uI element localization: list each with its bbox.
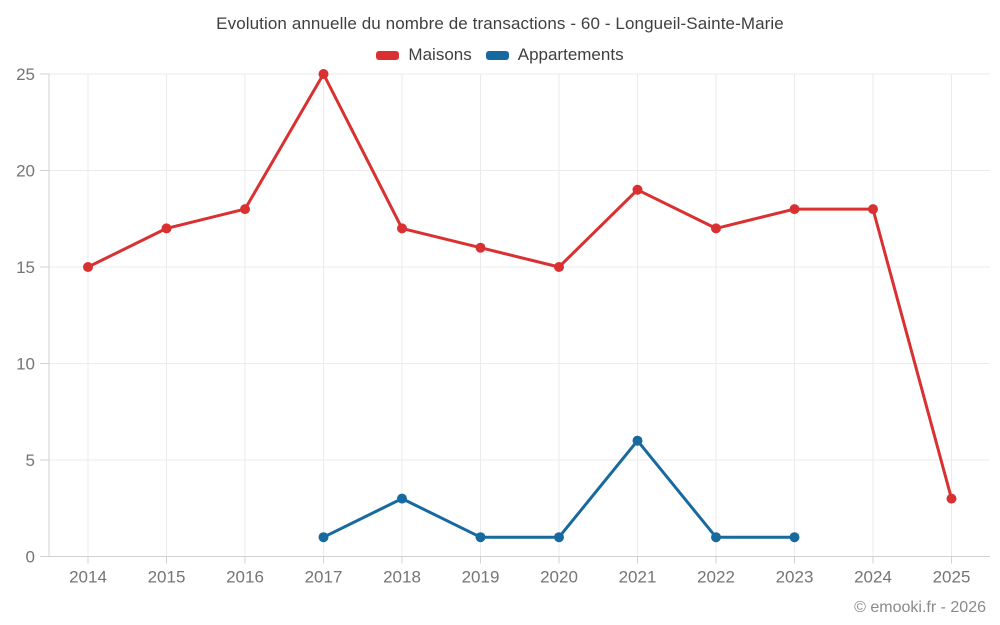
legend-item-appartements[interactable]: Appartements [485, 45, 624, 65]
data-point-appartements-2020 [554, 532, 564, 543]
data-point-maisons-2020 [554, 262, 564, 272]
y-tick-label: 10 [16, 355, 35, 374]
x-tick-label: 2023 [776, 568, 814, 587]
legend-label-maisons: Maisons [408, 45, 472, 64]
x-tick-label: 2024 [854, 568, 892, 587]
series-line-maisons [86, 72, 953, 501]
x-tick-label: 2020 [540, 568, 578, 587]
data-point-maisons-2017 [318, 69, 329, 79]
data-point-maisons-2016 [240, 204, 250, 215]
x-tick-label: 2016 [226, 568, 264, 587]
y-tick-label: 0 [26, 548, 35, 567]
x-tick-label: 2025 [933, 568, 971, 587]
chart-footer-credit: © emooki.fr - 2026 [854, 599, 986, 616]
data-point-appartements-2017 [318, 532, 329, 543]
y-tick-label: 5 [26, 451, 35, 470]
data-point-maisons-2019 [475, 242, 486, 253]
data-point-appartements-2023 [789, 532, 800, 543]
legend-item-maisons[interactable]: Maisons [376, 45, 472, 65]
chart-legend: Maisons Appartements [0, 45, 1000, 65]
data-point-maisons-2024 [868, 204, 878, 215]
x-tick-label: 2021 [619, 568, 657, 587]
x-tick-label: 2015 [148, 568, 186, 587]
data-point-maisons-2021 [632, 184, 643, 195]
data-point-maisons-2025 [946, 493, 957, 504]
data-point-appartements-2022 [711, 532, 721, 543]
data-point-appartements-2019 [475, 532, 486, 543]
data-point-appartements-2021 [632, 435, 643, 446]
legend-label-appartements: Appartements [517, 45, 624, 64]
x-tick-label: 2017 [305, 568, 343, 587]
y-tick-label: 25 [16, 65, 35, 84]
data-point-maisons-2022 [711, 223, 721, 234]
data-point-maisons-2018 [397, 223, 407, 234]
appartements-swatch-icon [485, 50, 509, 60]
x-tick-label: 2022 [697, 568, 735, 587]
data-point-maisons-2023 [789, 204, 800, 215]
maisons-swatch-icon [376, 50, 400, 60]
data-point-maisons-2014 [83, 262, 93, 272]
y-tick-label: 15 [16, 258, 35, 277]
chart-title: Evolution annuelle du nombre de transact… [216, 14, 784, 33]
data-point-appartements-2018 [397, 493, 407, 504]
y-tick-label: 20 [16, 162, 35, 181]
x-tick-label: 2018 [383, 568, 421, 587]
x-tick-label: 2019 [462, 568, 500, 587]
data-point-maisons-2015 [161, 223, 172, 234]
x-tick-label: 2014 [69, 568, 107, 587]
